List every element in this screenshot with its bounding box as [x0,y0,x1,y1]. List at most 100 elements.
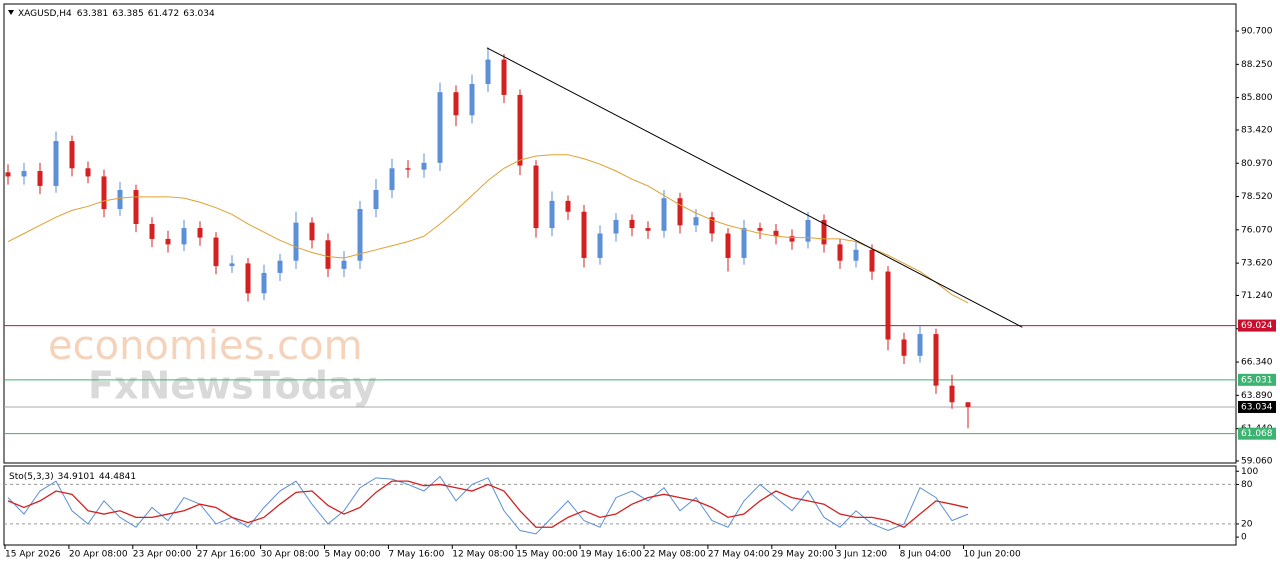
x-tick-label: 20 Apr 08:00 [69,550,128,560]
moving-average [7,154,969,304]
symbol: XAGUSD,H4 [18,9,72,19]
candle-body [325,240,331,269]
watermark: economies.com [48,323,363,369]
high: 63.385 [112,9,144,19]
y-tick-label: 76.070 [1241,225,1273,235]
menu-arrow[interactable] [8,10,14,15]
header: XAGUSD,H4 63.381 63.385 61.472 63.034 [18,9,215,19]
x-tick-label: 7 May 16:00 [388,550,444,560]
watermark: FxNewsToday [88,364,377,408]
x-tick-label: 30 Apr 08:00 [261,550,320,560]
x-tick-label: 15 May 00:00 [516,550,578,560]
candle-body [757,228,763,231]
candle-body [837,244,843,261]
candle-body [133,190,139,224]
y-tick-label: 71.240 [1241,291,1273,301]
y-tick-label: 88.250 [1241,60,1273,70]
candle-body [885,271,891,340]
y-tick-label: 73.620 [1241,259,1273,269]
candle-body [261,272,267,294]
candle-body [581,211,587,258]
candle-body [181,228,187,245]
candle-body [965,402,971,407]
x-tick-label: 3 Jun 12:00 [836,550,888,560]
level-tag [1238,319,1276,332]
candle-body [549,200,555,229]
open: 63.381 [77,9,109,19]
y-tick-label: 0 [1241,533,1247,543]
low: 61.472 [148,9,180,19]
y-tick-label: 63.890 [1241,391,1273,401]
candle-body [869,249,875,272]
candle-body [597,233,603,258]
level-tag [1238,373,1276,386]
candle-body [421,162,427,170]
x-tick-label: 23 Apr 00:00 [133,550,192,560]
candle-body [293,222,299,261]
close: 63.034 [183,9,215,19]
x-tick-label: 22 May 08:00 [644,550,706,560]
y-tick-label: 90.700 [1241,27,1273,37]
candle-body [453,92,459,116]
candle-body [645,228,651,231]
y-tick-label: 66.340 [1241,358,1273,368]
candle-body [197,228,203,238]
candle-body [949,385,955,403]
candle-body [533,165,539,229]
candle-body [741,228,747,258]
y-tick-label: 78.520 [1241,192,1273,202]
candle-body [245,263,251,294]
candle-body [277,260,283,273]
candle-body [565,200,571,212]
stoch-header: Sto(5,3,3) 34.9101 44.4841 [9,472,136,482]
candle-body [69,141,75,169]
candle-body [149,223,155,239]
candle-body [437,92,443,163]
stoch-line [7,480,969,528]
candle-body [821,219,827,245]
candle-body [853,249,859,261]
candle-body [85,168,91,177]
candle-body [709,217,715,234]
candle-body [517,94,523,166]
x-tick-label: 19 May 16:00 [580,550,642,560]
level-tag [1238,427,1276,440]
x-tick-label: 8 Jun 04:00 [900,550,952,560]
candle-body [117,190,123,210]
candle-body [629,219,635,229]
candle-body [933,334,939,386]
candle-body [773,230,779,237]
x-tick-label: 27 Apr 16:00 [197,550,256,560]
level-label: 65.031 [1241,375,1273,385]
candle-body [917,334,923,356]
candle-body [805,219,811,242]
level-label: 69.024 [1241,321,1273,331]
candle-body [661,198,667,231]
main-panel [3,3,1237,464]
candle-body [469,84,475,116]
stoch-main: 34.9101 [58,472,95,482]
y-tick-label: 59.060 [1241,456,1273,466]
price-tag [1238,400,1276,413]
level-label: 61.068 [1241,429,1273,439]
candle-body [693,217,699,226]
x-tick-label: 29 May 20:00 [772,550,834,560]
candle-body [37,170,43,186]
y-tick-label: 20 [1241,519,1253,529]
y-tick-label: 100 [1241,467,1258,477]
candle-body [53,141,59,186]
price-label: 63.034 [1241,402,1273,412]
candle-body [21,170,27,177]
candle-body [613,219,619,234]
y-tick-label: 83.420 [1241,125,1273,135]
candle-body [341,260,347,269]
stoch-line [7,475,969,535]
candle-body [405,168,411,170]
candle-body [165,238,171,245]
stoch-name: Sto(5,3,3) [9,472,54,482]
candle-body [389,168,395,191]
candle-body [901,339,907,356]
